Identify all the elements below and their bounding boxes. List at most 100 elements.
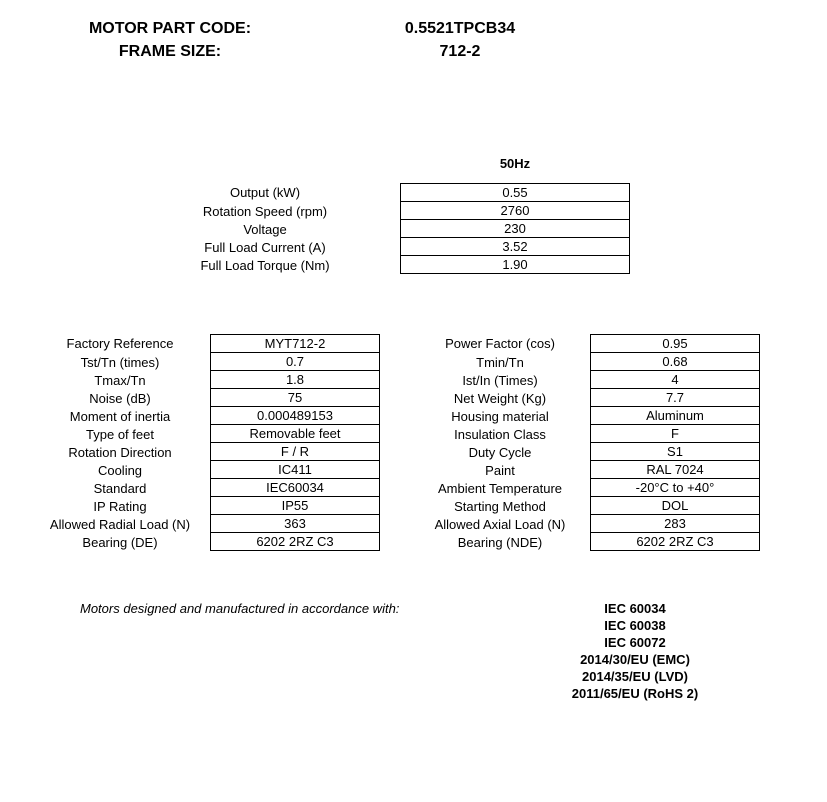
spec-value: 230 — [400, 219, 630, 238]
table-row: Net Weight (Kg)7.7 — [410, 389, 760, 407]
spec-value: MYT712-2 — [210, 334, 380, 353]
compliance-standard: 2014/35/EU (LVD) — [510, 669, 760, 684]
compliance-standard: IEC 60072 — [510, 635, 760, 650]
spec-label: Moment of inertia — [30, 408, 210, 425]
frame-size-label: FRAME SIZE: — [30, 43, 310, 61]
table-row: Tst/Tn (times)0.7 — [30, 353, 380, 371]
spec-value: 1.90 — [400, 255, 630, 274]
table-row: Tmin/Tn0.68 — [410, 353, 760, 371]
table-row: PaintRAL 7024 — [410, 461, 760, 479]
spec-label: Insulation Class — [410, 426, 590, 443]
left-specs-table: Factory ReferenceMYT712-2Tst/Tn (times)0… — [30, 334, 380, 551]
spec-label: Net Weight (Kg) — [410, 390, 590, 407]
table-row: Insulation ClassF — [410, 425, 760, 443]
table-row: Full Load Current (A)3.52 — [130, 238, 797, 256]
compliance-standards-list: IEC 60034IEC 60038IEC 600722014/30/EU (E… — [510, 601, 760, 703]
spec-value: 6202 2RZ C3 — [590, 532, 760, 551]
spec-label: Noise (dB) — [30, 390, 210, 407]
table-row: Output (kW)0.55 — [130, 183, 797, 202]
spec-value: 363 — [210, 514, 380, 533]
spec-value: IP55 — [210, 496, 380, 515]
compliance-standard: IEC 60034 — [510, 601, 760, 616]
spec-value: 6202 2RZ C3 — [210, 532, 380, 551]
table-row: Type of feetRemovable feet — [30, 425, 380, 443]
spec-label: Type of feet — [30, 426, 210, 443]
spec-label: Housing material — [410, 408, 590, 425]
spec-label: Allowed Axial Load (N) — [410, 516, 590, 533]
spec-label: Full Load Torque (Nm) — [130, 257, 400, 274]
spec-value: 2760 — [400, 201, 630, 220]
frame-size-value: 712-2 — [310, 43, 610, 61]
table-row: Starting MethodDOL — [410, 497, 760, 515]
spec-value: DOL — [590, 496, 760, 515]
spec-label: Bearing (NDE) — [410, 534, 590, 551]
table-row: Allowed Radial Load (N)363 — [30, 515, 380, 533]
spec-label: Tmax/Tn — [30, 372, 210, 389]
spec-label: Voltage — [130, 221, 400, 238]
table-row: Duty CycleS1 — [410, 443, 760, 461]
spec-label: Ambient Temperature — [410, 480, 590, 497]
compliance-standard: 2011/65/EU (RoHS 2) — [510, 686, 760, 701]
spec-value: Removable feet — [210, 424, 380, 443]
spec-label: Cooling — [30, 462, 210, 479]
table-row: IP RatingIP55 — [30, 497, 380, 515]
right-specs-table: Power Factor (cos)0.95Tmin/Tn0.68Ist/In … — [410, 334, 760, 551]
table-row: Voltage230 — [130, 220, 797, 238]
spec-value: F — [590, 424, 760, 443]
spec-label: Duty Cycle — [410, 444, 590, 461]
compliance-text: Motors designed and manufactured in acco… — [30, 601, 510, 703]
spec-label: Tst/Tn (times) — [30, 354, 210, 371]
spec-value: -20°C to +40° — [590, 478, 760, 497]
table-row: Bearing (NDE)6202 2RZ C3 — [410, 533, 760, 551]
spec-label: Ist/In (Times) — [410, 372, 590, 389]
spec-value: 283 — [590, 514, 760, 533]
table-row: Factory ReferenceMYT712-2 — [30, 334, 380, 353]
main-specs-table: Output (kW)0.55Rotation Speed (rpm)2760V… — [130, 183, 797, 274]
spec-value: F / R — [210, 442, 380, 461]
table-row: Rotation DirectionF / R — [30, 443, 380, 461]
spec-value: 0.55 — [400, 183, 630, 202]
table-row: Rotation Speed (rpm)2760 — [130, 202, 797, 220]
spec-value: 4 — [590, 370, 760, 389]
part-code-value: 0.5521TPCB34 — [310, 20, 610, 38]
spec-label: Rotation Speed (rpm) — [130, 203, 400, 220]
spec-label: Tmin/Tn — [410, 354, 590, 371]
spec-value: S1 — [590, 442, 760, 461]
spec-label: Starting Method — [410, 498, 590, 515]
part-code-label: MOTOR PART CODE: — [30, 20, 310, 38]
table-row: Housing materialAluminum — [410, 407, 760, 425]
spec-label: Standard — [30, 480, 210, 497]
spec-value: 0.000489153 — [210, 406, 380, 425]
table-row: Ambient Temperature-20°C to +40° — [410, 479, 760, 497]
spec-label: IP Rating — [30, 498, 210, 515]
spec-label: Allowed Radial Load (N) — [30, 516, 210, 533]
spec-value: Aluminum — [590, 406, 760, 425]
table-row: Bearing (DE)6202 2RZ C3 — [30, 533, 380, 551]
spec-value: 0.95 — [590, 334, 760, 353]
table-row: Moment of inertia0.000489153 — [30, 407, 380, 425]
spec-value: 75 — [210, 388, 380, 407]
table-row: Power Factor (cos)0.95 — [410, 334, 760, 353]
table-row: Ist/In (Times)4 — [410, 371, 760, 389]
spec-label: Full Load Current (A) — [130, 239, 400, 256]
spec-label: Bearing (DE) — [30, 534, 210, 551]
table-row: CoolingIC411 — [30, 461, 380, 479]
spec-value: 0.7 — [210, 352, 380, 371]
spec-value: 0.68 — [590, 352, 760, 371]
spec-value: RAL 7024 — [590, 460, 760, 479]
spec-label: Rotation Direction — [30, 444, 210, 461]
spec-label: Output (kW) — [130, 184, 400, 201]
compliance-standard: 2014/30/EU (EMC) — [510, 652, 760, 667]
spec-value: IEC60034 — [210, 478, 380, 497]
spec-label: Paint — [410, 462, 590, 479]
spec-value: 7.7 — [590, 388, 760, 407]
spec-value: 1.8 — [210, 370, 380, 389]
frequency-header: 50Hz — [400, 156, 630, 171]
table-row: Full Load Torque (Nm)1.90 — [130, 256, 797, 274]
spec-value: IC411 — [210, 460, 380, 479]
table-row: Tmax/Tn1.8 — [30, 371, 380, 389]
table-row: Allowed Axial Load (N)283 — [410, 515, 760, 533]
spec-label: Power Factor (cos) — [410, 335, 590, 352]
table-row: StandardIEC60034 — [30, 479, 380, 497]
table-row: Noise (dB)75 — [30, 389, 380, 407]
